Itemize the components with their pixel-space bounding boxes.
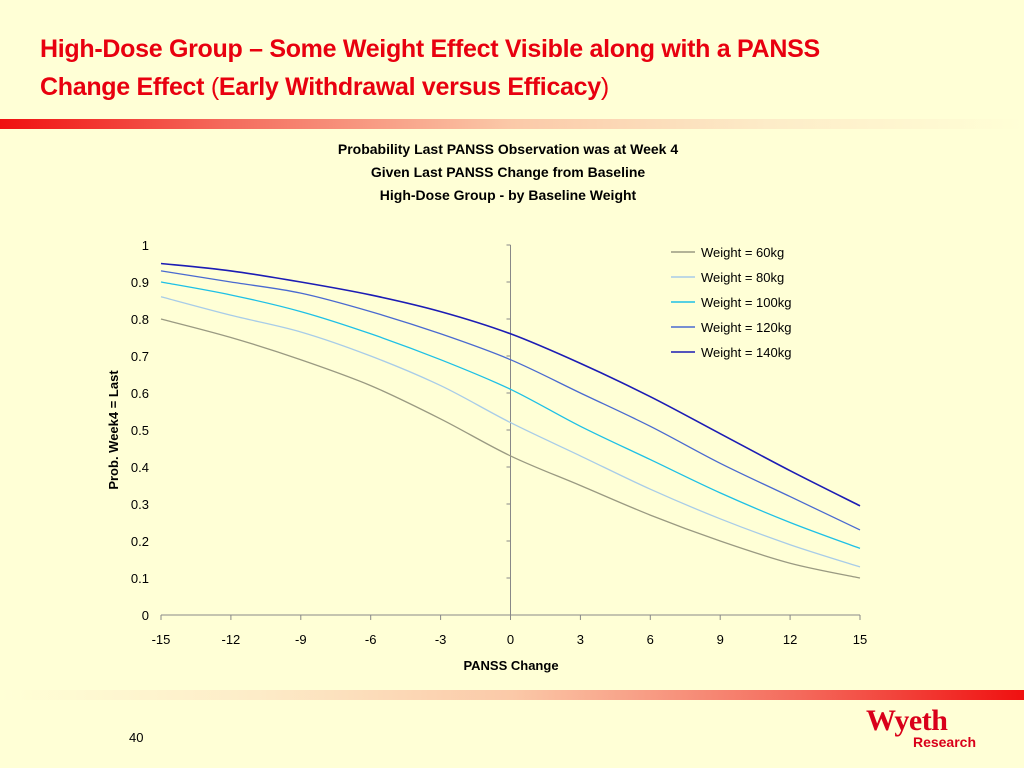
slide-title-line1: High-Dose Group – Some Weight Effect Vis… xyxy=(40,35,820,63)
x-tick-label: 0 xyxy=(507,632,514,647)
legend-label: Weight = 140kg xyxy=(701,345,791,360)
wyeth-logo: Wyeth Research xyxy=(866,704,978,751)
chart-title: Probability Last PANSS Observation was a… xyxy=(338,141,678,203)
y-tick-label: 0.9 xyxy=(131,275,149,290)
y-tick-label: 0.7 xyxy=(131,349,149,364)
y-tick-label: 0.2 xyxy=(131,534,149,549)
x-tick-label: -15 xyxy=(152,632,171,647)
series-line-60kg xyxy=(160,318,861,579)
y-tick-label: 0.1 xyxy=(131,571,149,586)
title-paren-text: Early Withdrawal versus Efficacy xyxy=(218,73,601,101)
title-paren-open: ( xyxy=(210,73,219,101)
slide-title-line2: Change Effect (Early Withdrawal versus E… xyxy=(40,68,1000,106)
chart-title-line: Given Last PANSS Change from Baseline xyxy=(371,164,646,180)
chart-title-line: Probability Last PANSS Observation was a… xyxy=(338,141,678,157)
chart-axes: 0 0.1 0.2 0.3 0.4 0.5 0.6 0.7 0.8 0.9 1 -15 -12 -9 -6 -… xyxy=(106,238,867,673)
top-gradient-bar xyxy=(0,119,1024,129)
series-line-140kg xyxy=(160,262,861,507)
chart-lines xyxy=(160,262,861,579)
x-tick-label: 6 xyxy=(647,632,654,647)
chart: Probability Last PANSS Observation was a… xyxy=(106,141,867,673)
y-tick-label: 0 xyxy=(142,608,149,623)
slide-title: High-Dose Group – Some Weight Effect Vis… xyxy=(40,30,1000,106)
logo-brand: Wyeth xyxy=(866,704,948,737)
series-line-100kg xyxy=(160,281,861,550)
y-tick-label: 1 xyxy=(142,238,149,253)
chart-legend: Weight = 60kg Weight = 80kg Weight = 100kg… xyxy=(671,245,791,360)
chart-title-line: High-Dose Group - by Baseline Weight xyxy=(380,187,637,203)
y-tick-label: 0.4 xyxy=(131,460,149,475)
y-tick-label: 0.6 xyxy=(131,386,149,401)
x-tick-label: 12 xyxy=(783,632,797,647)
legend-label: Weight = 60kg xyxy=(701,245,784,260)
slide-title-main: Change Effect xyxy=(40,73,211,101)
title-paren-close: ) xyxy=(600,73,609,101)
x-axis-title: PANSS Change xyxy=(463,658,558,673)
y-tick-label: 0.3 xyxy=(131,497,149,512)
series-line-80kg xyxy=(160,296,861,568)
logo-sub: Research xyxy=(912,734,976,750)
x-tick-label: -9 xyxy=(295,632,307,647)
legend-label: Weight = 80kg xyxy=(701,270,784,285)
y-tick-label: 0.8 xyxy=(131,312,149,327)
x-tick-label: 9 xyxy=(717,632,724,647)
legend-label: Weight = 120kg xyxy=(701,320,791,335)
y-axis-title: Prob. Week4 = Last xyxy=(106,370,121,490)
x-tick-label: -12 xyxy=(222,632,241,647)
legend-label: Weight = 100kg xyxy=(701,295,791,310)
y-tick-label: 0.5 xyxy=(131,423,149,438)
x-tick-label: -6 xyxy=(365,632,377,647)
bottom-gradient-bar xyxy=(0,690,1024,700)
page-number: 40 xyxy=(129,730,144,745)
x-tick-label: -3 xyxy=(435,632,447,647)
series-line-120kg xyxy=(160,270,861,531)
x-tick-label: 15 xyxy=(853,632,867,647)
x-tick-label: 3 xyxy=(577,632,584,647)
